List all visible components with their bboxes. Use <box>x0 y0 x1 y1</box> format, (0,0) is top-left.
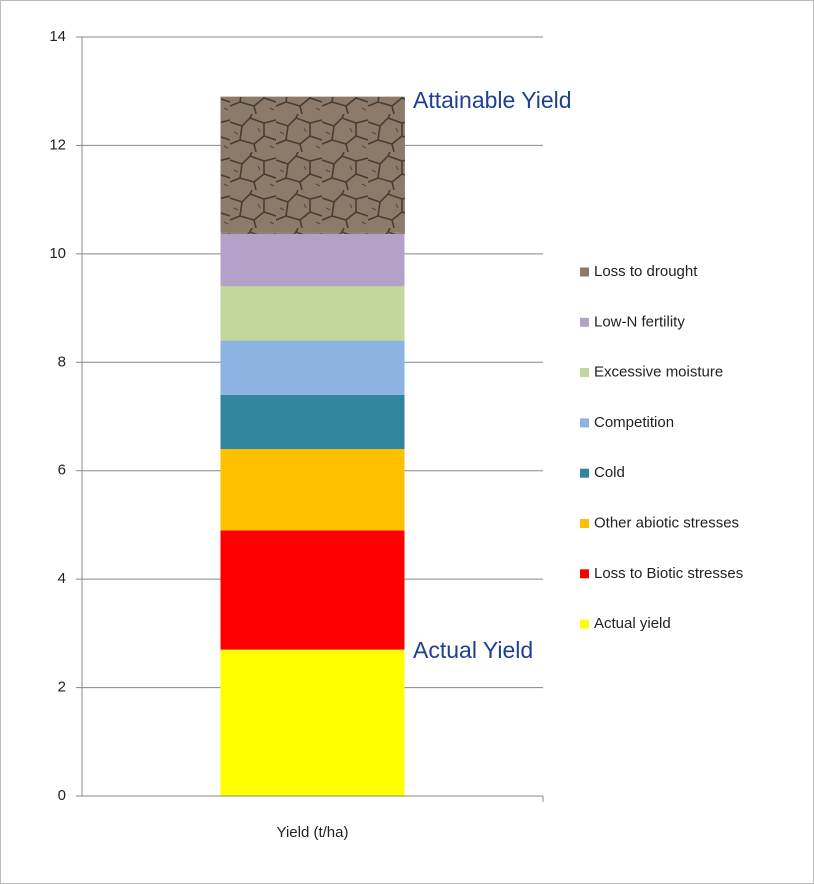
bar-segment <box>221 650 405 796</box>
annotation: Attainable Yield <box>413 87 572 113</box>
legend-swatch <box>580 418 589 427</box>
legend-label: Competition <box>594 414 674 431</box>
legend-swatch <box>580 569 589 578</box>
y-tick-label: 6 <box>58 462 66 479</box>
y-tick-label: 0 <box>58 787 66 804</box>
y-tick-label: 12 <box>49 136 66 153</box>
annotation: Actual Yield <box>413 637 533 663</box>
y-tick-label: 14 <box>49 28 66 45</box>
bar-segment <box>221 449 405 530</box>
legend-swatch <box>580 318 589 327</box>
y-tick-label: 2 <box>58 679 66 696</box>
bar-segment <box>221 530 405 649</box>
chart: 0 2 4 6 8 10 12 14 Attainable Yield Actual Yiel… <box>0 0 814 884</box>
legend-swatch <box>580 620 589 629</box>
legend-swatch <box>580 268 589 277</box>
frame <box>1 1 814 884</box>
bar-segment <box>221 395 405 449</box>
legend-label: Cold <box>594 464 625 481</box>
legend-swatch <box>580 368 589 377</box>
legend-label: Loss to drought <box>594 263 698 280</box>
bar-segment <box>221 341 405 395</box>
bar-segment <box>221 232 405 286</box>
bar-segment <box>221 286 405 340</box>
legend-label: Loss to Biotic stresses <box>594 565 743 582</box>
y-tick-label: 4 <box>58 570 66 587</box>
x-tick-label: Yield (t/ha) <box>277 824 349 841</box>
texture <box>221 97 405 234</box>
legend-label: Excessive moisture <box>594 364 723 381</box>
y-tick-label: 10 <box>49 245 66 262</box>
legend-swatch <box>580 469 589 478</box>
legend-label: Other abiotic stresses <box>594 514 739 531</box>
legend-label: Low-N fertility <box>594 313 685 330</box>
legend-label: Actual yield <box>594 615 671 632</box>
legend-swatch <box>580 519 589 528</box>
y-tick-label: 8 <box>58 353 66 370</box>
